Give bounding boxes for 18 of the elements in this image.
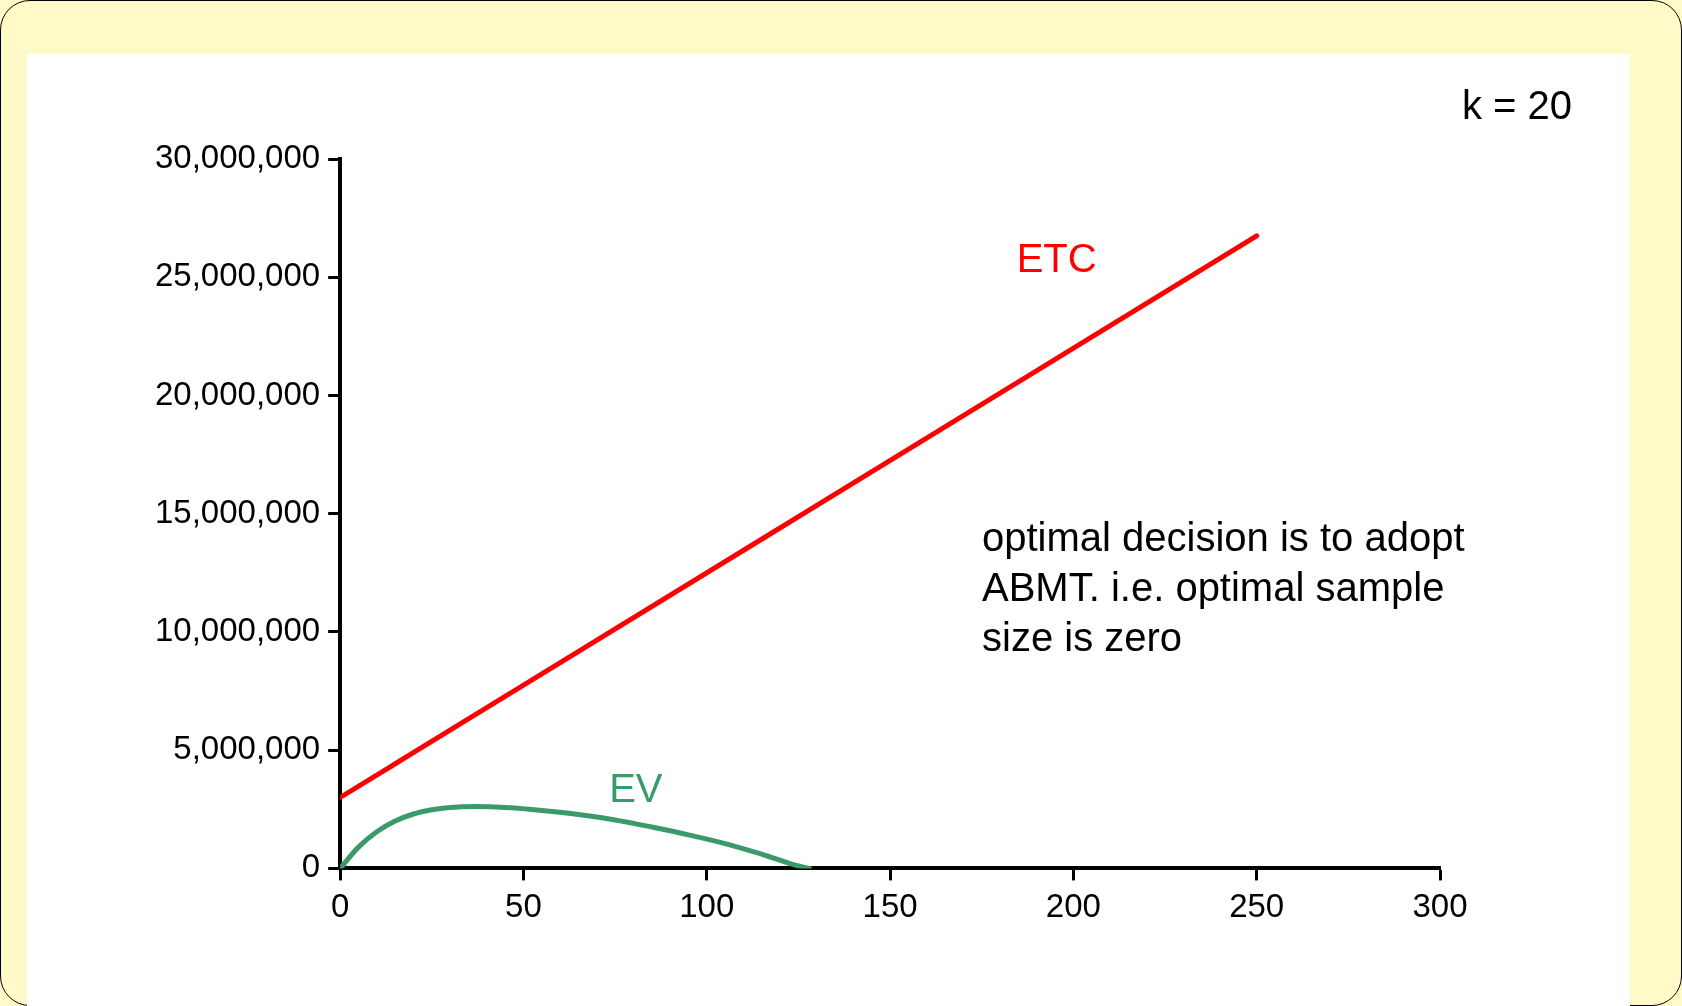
series-label: ETC (1016, 235, 1097, 280)
x-tick-label: 250 (1229, 887, 1285, 925)
y-tick-label: 0 (301, 847, 321, 885)
x-tick-label: 50 (505, 887, 542, 925)
y-tick-label: 15,000,000 (154, 492, 321, 530)
x-tick-label: 100 (679, 887, 735, 925)
text: k = 20 (1461, 82, 1572, 129)
y-tick-label: 10,000,000 (154, 611, 321, 649)
annotation: optimal decision is to adopt ABMT. i.e. optimal sample size is zero (982, 514, 1466, 661)
x-tick-label: 300 (1412, 887, 1468, 925)
x-tick-label: 0 (330, 887, 350, 925)
y-tick-label: 5,000,000 (173, 729, 321, 767)
x-tick-label: 200 (1045, 887, 1101, 925)
x-tick-label: 150 (862, 887, 918, 925)
series-label: EV (609, 766, 663, 811)
y-tick-label: 30,000,000 (154, 138, 321, 176)
y-tick-label: 20,000,000 (154, 374, 321, 412)
y-tick-label: 25,000,000 (154, 256, 321, 294)
